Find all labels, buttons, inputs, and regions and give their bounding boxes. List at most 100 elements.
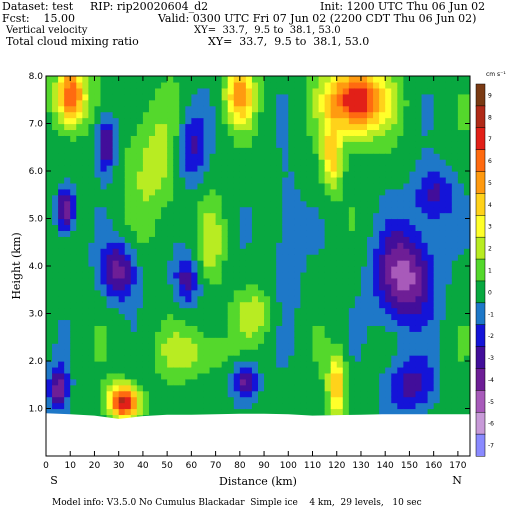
heatmap-cell [282,176,289,184]
heatmap-cell [385,408,392,416]
heatmap-cell [330,123,338,131]
heatmap-cell [264,260,271,267]
heatmap-cell [421,271,429,279]
heatmap-cell [106,141,114,148]
heatmap-cell [427,361,435,368]
heatmap-cell [258,408,265,416]
heatmap-cell [421,171,429,178]
heatmap-cell [288,366,295,374]
heatmap-cell [409,378,417,386]
heatmap-cell [403,242,411,249]
heatmap-cell [391,289,398,297]
heatmap-cell [209,147,217,154]
heatmap-cell [379,408,386,416]
heatmap-cell [88,372,96,380]
heatmap-cell [306,200,314,208]
heatmap-cell [330,283,338,291]
heatmap-cell [106,212,114,220]
heatmap-cell [245,390,253,398]
heatmap-cell [415,402,423,410]
heatmap-cell [167,295,174,303]
heatmap-cell [306,307,314,315]
heatmap-cell [379,319,386,326]
heatmap-cell [94,129,102,136]
heatmap-cell [173,384,180,392]
heatmap-cell [58,117,65,125]
heatmap-cell [300,194,308,202]
heatmap-cell [306,254,314,261]
heatmap-cell [445,141,453,148]
heatmap-cell [312,212,320,220]
heatmap-cell [354,343,362,350]
heatmap-cell [264,99,271,107]
heatmap-cell [209,277,217,285]
heatmap-cell [233,343,241,350]
heatmap-cell [130,301,138,309]
heatmap-cell [282,337,289,344]
heatmap-cell [306,117,314,125]
heatmap-cell [155,236,162,243]
heatmap-cell [142,307,150,315]
heatmap-cell [445,402,453,410]
heatmap-cell [209,260,217,267]
heatmap-cell [251,218,259,226]
heatmap-cell [276,87,283,95]
heatmap-cell [155,147,162,154]
heatmap-cell [367,254,374,261]
heatmap-cell [348,81,356,89]
heatmap-cell [227,218,235,226]
heatmap-cell [348,408,356,416]
heatmap-cell [391,182,398,190]
heatmap-cell [173,301,180,309]
heatmap-cell [409,355,417,362]
heatmap-cell [58,361,65,368]
heatmap-cell [300,396,308,404]
heatmap-cell [191,159,199,166]
heatmap-cell [445,390,453,398]
heatmap-cell [64,206,71,214]
heatmap-cell [342,81,350,89]
heatmap-cell [112,117,120,125]
heatmap-cell [348,331,356,338]
heatmap-cell [130,93,138,101]
heatmap-cell [70,105,77,113]
heatmap-cell [282,319,289,326]
heatmap-cell [379,390,386,398]
heatmap-cell [385,93,392,101]
heatmap-cell [433,176,441,184]
heatmap-cell [136,254,144,261]
heatmap-cell [342,182,350,190]
heatmap-cell [457,307,465,315]
heatmap-cell [112,171,120,178]
heatmap-cell [70,153,77,160]
heatmap-cell [209,378,217,386]
heatmap-cell [330,289,338,297]
heatmap-cell [276,93,283,101]
heatmap-cell [155,343,162,350]
colorbar-swatch [475,105,486,129]
heatmap-cell [106,349,114,356]
heatmap-cell [397,260,404,267]
heatmap-cell [191,194,199,202]
heatmap-cell [397,408,404,416]
heatmap-cell [258,212,265,220]
heatmap-cell [191,171,199,178]
heatmap-cell [221,123,229,131]
heatmap-cell [457,355,465,362]
heatmap-cell [330,295,338,303]
heatmap-cell [106,248,114,255]
heatmap-cell [385,277,392,285]
heatmap-cell [142,129,150,136]
heatmap-cell [100,141,108,148]
heatmap-cell [70,188,77,196]
heatmap-cell [457,254,465,261]
heatmap-cell [161,319,168,326]
heatmap-cell [385,295,392,303]
heatmap-cell [124,76,132,83]
heatmap-cell [415,343,423,350]
heatmap-cell [155,171,162,178]
heatmap-cell [227,378,235,386]
heatmap-cell [348,366,356,374]
heatmap-cell [264,230,271,237]
heatmap-cell [439,176,447,184]
